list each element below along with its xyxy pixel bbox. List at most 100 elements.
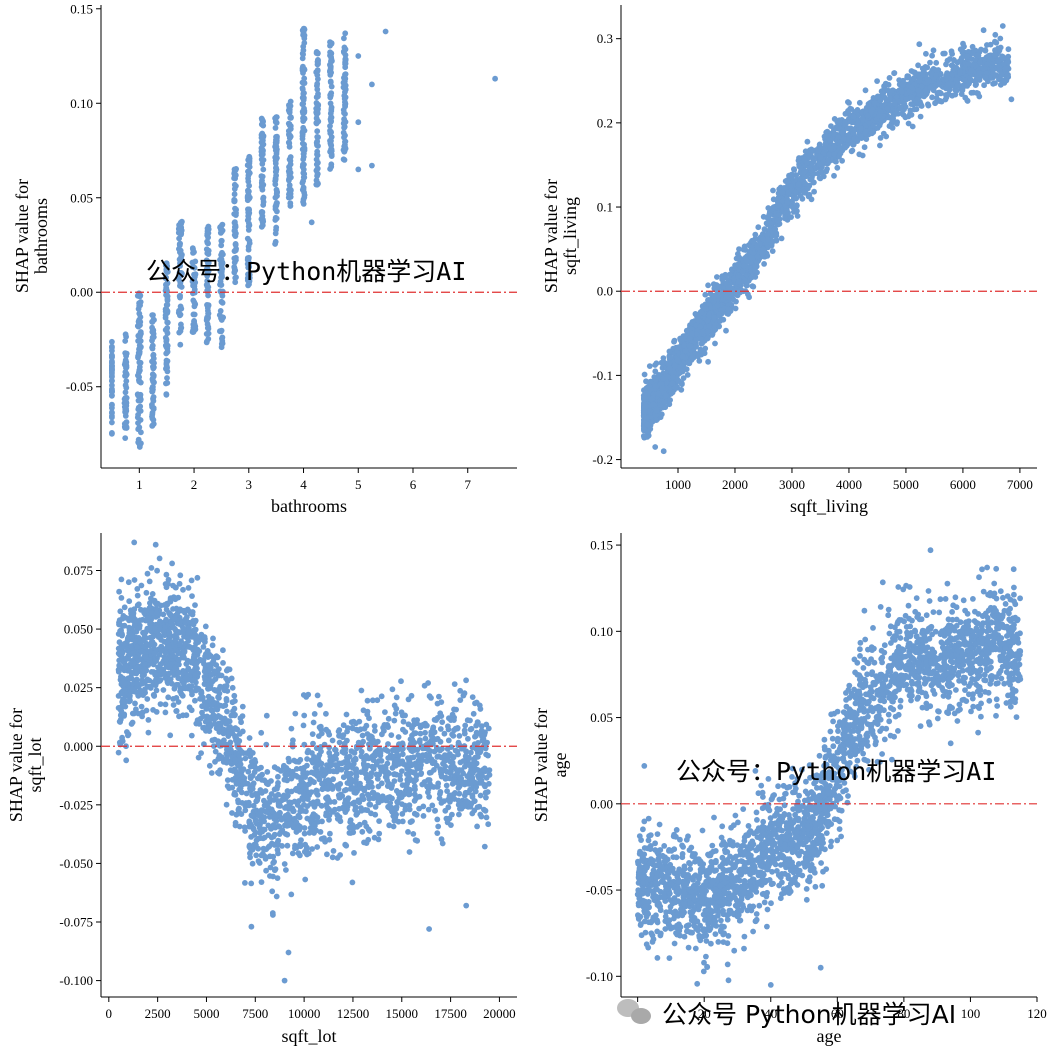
scatter-point [948,48,955,55]
scatter-point [746,249,753,256]
scatter-point [923,50,929,57]
scatter-point [835,134,842,141]
scatter-point [481,843,488,850]
scatter-point [767,220,774,226]
scatter-point [231,789,238,796]
scatter-point [109,382,115,389]
scatter-point [732,305,739,312]
scatter-point [300,63,306,70]
scatter-point [134,592,141,599]
scatter-point [842,118,848,125]
scatter-point [908,111,915,118]
scatter-point [301,115,308,122]
scatter-point [943,85,949,92]
scatter-points [640,23,1015,455]
panel-sqft-living: 1000 2000 3000 4000 5000 6000 7000-0.2-0.10.00… [541,5,1037,516]
scatter-point [342,60,349,67]
scatter-point [862,87,869,94]
x-tick-label: 1000 [665,477,691,492]
scatter-point [892,100,898,107]
scatter-point [313,139,320,146]
scatter-point [109,430,115,437]
scatter-point [109,358,115,365]
scatter-point [245,282,252,289]
scatter-point [709,332,716,338]
scatter-point [244,255,251,261]
scatter-point [795,181,802,188]
scatter-point [287,123,294,129]
scatter-point [260,845,267,852]
scatter-point [930,47,937,54]
scatter-point [669,374,676,380]
scatter-point [231,232,238,238]
scatter-point [177,303,184,310]
x-tick-label: 5000 [893,477,919,492]
scatter-point [810,155,817,162]
scatter-point [869,130,875,137]
scatter-point [965,61,972,67]
scatter-point [474,823,480,830]
scatter-point [227,767,234,773]
scatter-point [136,290,142,297]
scatter-point [652,376,659,383]
scatter-point [150,327,157,333]
scatter-point [941,50,948,57]
scatter-point [300,110,306,117]
scatter-point [327,61,333,68]
scatter-point [779,189,786,196]
scatter-point [378,693,385,700]
scatter-point [190,264,197,270]
scatter-point [314,128,321,135]
scatter-point [976,70,983,76]
scatter-point [824,128,831,135]
scatter-point [272,119,279,125]
scatter-point [831,116,838,122]
scatter-point [246,155,253,162]
scatter-point [969,43,976,50]
scatter-point [359,828,366,835]
scatter-point [463,677,469,684]
scatter-point [260,157,267,163]
scatter-point [163,391,170,397]
scatter-point [192,697,198,704]
y-tick-label: 0.1 [597,200,613,215]
scatter-point [444,746,451,752]
scatter-point [372,727,378,734]
scatter-point [162,701,169,708]
scatter-point [848,148,855,155]
scatter-point [137,442,143,449]
scatter-point [358,687,365,694]
scatter-point [925,101,931,108]
scatter-point [841,136,847,142]
scatter-point [231,705,238,712]
scatter-point [164,296,171,302]
scatter-point [162,342,169,349]
scatter-point [317,829,324,835]
scatter-point [929,52,935,59]
scatter-point [327,116,334,123]
scatter-point [874,78,880,84]
scatter-point [245,227,252,233]
scatter-point [477,811,484,818]
scatter-point [714,274,720,280]
scatter-point [315,93,321,100]
y-tick-label: 0.2 [597,115,613,130]
scatter-point [911,75,917,82]
scatter-point [260,134,267,140]
scatter-point [836,153,842,160]
scatter-point [143,589,150,596]
scatter-point [972,78,979,85]
scatter-point [136,338,143,345]
y-tick-label: 0.05 [70,190,93,205]
scatter-point [232,223,239,230]
scatter-point [996,67,1003,74]
scatter-point [274,208,280,215]
scatter-point [150,394,157,400]
scatter-point [150,365,157,372]
scatter-point [109,414,115,421]
scatter-point [273,137,279,143]
scatter-point [917,101,924,107]
scatter-point [258,223,265,230]
scatter-point [301,90,307,96]
